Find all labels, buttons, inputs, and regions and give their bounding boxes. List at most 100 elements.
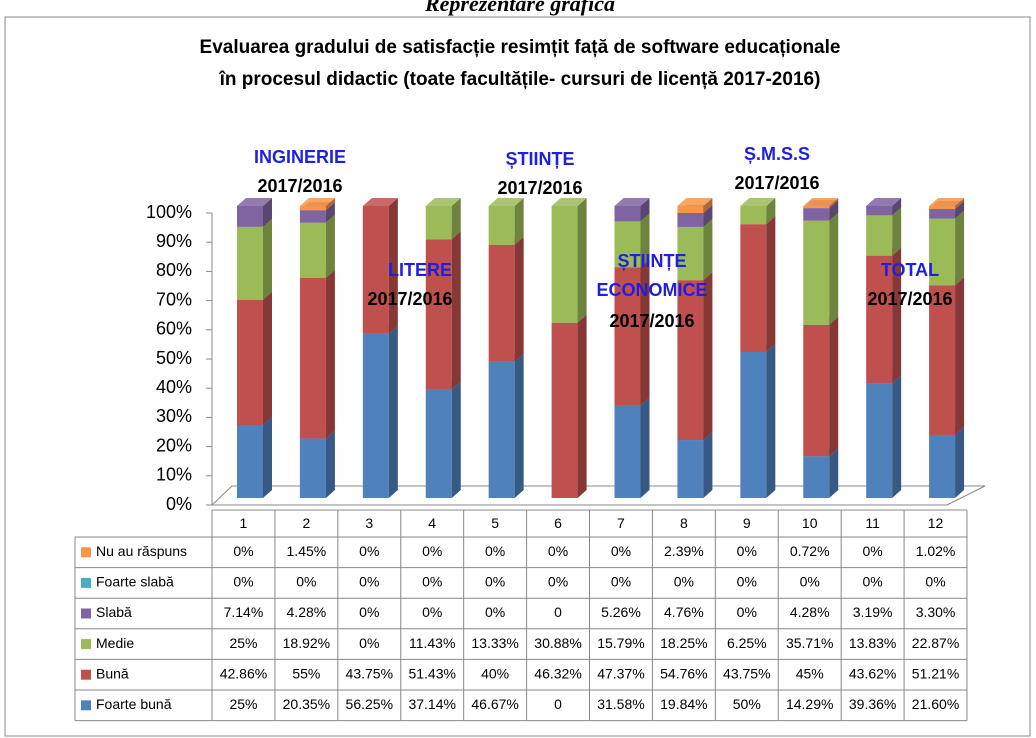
- bar-side: [955, 277, 965, 435]
- bar-side: [640, 213, 650, 268]
- annotation-period: 2017/2016: [497, 178, 582, 198]
- table-value: 56.25%: [346, 696, 393, 712]
- table-value: 0%: [611, 543, 631, 559]
- bar-side: [640, 397, 650, 498]
- table-value: 0%: [611, 574, 631, 590]
- bar-top: [929, 198, 965, 206]
- y-tick-label: 0%: [166, 494, 192, 514]
- table-value: 0%: [233, 543, 253, 559]
- bar-side: [955, 198, 965, 209]
- table-value: 4.28%: [790, 604, 830, 620]
- table-value: 22.87%: [912, 635, 959, 651]
- bar-segment: [551, 314, 587, 498]
- annotation-period: 2017/2016: [367, 289, 452, 309]
- legend-swatch: [81, 608, 91, 619]
- bar-segment: [677, 272, 713, 441]
- bar-front: [299, 206, 326, 211]
- x-tick-label: 1: [240, 515, 248, 531]
- legend-swatch: [81, 577, 91, 588]
- table-value: 14.29%: [786, 696, 833, 712]
- bar-front: [488, 361, 515, 498]
- bar-front: [677, 212, 704, 227]
- table-value: 20.35%: [283, 696, 330, 712]
- bar-front: [614, 206, 641, 222]
- bar-front: [299, 277, 326, 439]
- table-value: 0%: [800, 574, 820, 590]
- table-value: 0%: [925, 574, 945, 590]
- bar-top: [488, 198, 524, 206]
- table-value: 0%: [359, 604, 379, 620]
- table-value: 0%: [863, 543, 883, 559]
- bar-segment: [740, 198, 776, 225]
- table-value: 7.14%: [224, 604, 264, 620]
- annotation-period: 2017/2016: [257, 176, 342, 196]
- annotation-period: 2017/2016: [609, 311, 694, 331]
- bar-front: [929, 206, 956, 209]
- bar-side: [640, 259, 650, 406]
- bar-front: [866, 383, 893, 498]
- bar-front: [677, 280, 704, 441]
- table-value: 0%: [233, 574, 253, 590]
- bar-segment: [929, 426, 965, 498]
- y-tick-label: 90%: [156, 231, 192, 251]
- bar-side: [325, 269, 335, 439]
- table-value: 19.84%: [660, 696, 707, 712]
- bar-side: [892, 198, 902, 216]
- table-value: 0%: [737, 604, 757, 620]
- bar-front: [425, 206, 452, 240]
- table-value: 37.14%: [408, 696, 455, 712]
- bar-segment: [614, 397, 650, 498]
- bar-segment: [551, 198, 587, 323]
- table-value: 43.75%: [346, 665, 393, 681]
- bar-front: [803, 208, 830, 221]
- bar-segment: [740, 344, 776, 498]
- bar-top: [740, 198, 776, 206]
- bar-segment: [677, 198, 713, 213]
- annotation-label: LITERE: [388, 260, 452, 280]
- bar-side: [955, 210, 965, 286]
- table-value: 43.75%: [723, 665, 770, 681]
- bar-segment: [237, 218, 272, 300]
- table-value: 0%: [485, 574, 505, 590]
- x-tick-label: 3: [365, 515, 373, 531]
- table-value: 6.25%: [727, 635, 767, 651]
- bar-segment: [425, 198, 461, 240]
- bar-side: [514, 353, 524, 498]
- bar-side: [892, 247, 902, 384]
- bar-side: [514, 236, 524, 362]
- bar-front: [488, 244, 515, 362]
- table-value: 3.19%: [853, 604, 893, 620]
- bar-segment: [677, 218, 713, 281]
- table-value: 0%: [548, 574, 568, 590]
- bar-front: [803, 324, 830, 457]
- bar-segment: [299, 269, 335, 439]
- bar-segment: [740, 216, 776, 352]
- bar-side: [829, 200, 839, 221]
- bar-top: [237, 198, 272, 206]
- bar-side: [325, 202, 335, 223]
- bar-side: [263, 291, 272, 425]
- bar-side: [388, 325, 398, 498]
- bar-side: [325, 198, 335, 211]
- legend-swatch: [81, 547, 91, 558]
- table-value: 0%: [485, 543, 505, 559]
- table-value: 46.32%: [534, 665, 581, 681]
- bar-top: [425, 198, 461, 206]
- y-tick-label: 100%: [146, 202, 192, 222]
- x-tick-label: 4: [428, 515, 436, 531]
- bar-side: [703, 432, 713, 498]
- table-value: 3.30%: [916, 604, 956, 620]
- bar-side: [263, 198, 272, 227]
- table-value: 0: [554, 604, 562, 620]
- bar-front: [299, 438, 326, 498]
- table-value: 31.58%: [597, 696, 644, 712]
- bar-front: [929, 218, 956, 286]
- table-value: 13.83%: [849, 635, 896, 651]
- legend-label: Medie: [96, 635, 134, 651]
- bar-segment: [237, 291, 272, 425]
- x-tick-label: 9: [743, 515, 751, 531]
- table-value: 0%: [737, 574, 757, 590]
- table-value: 0%: [737, 543, 757, 559]
- bar-segment: [929, 210, 965, 286]
